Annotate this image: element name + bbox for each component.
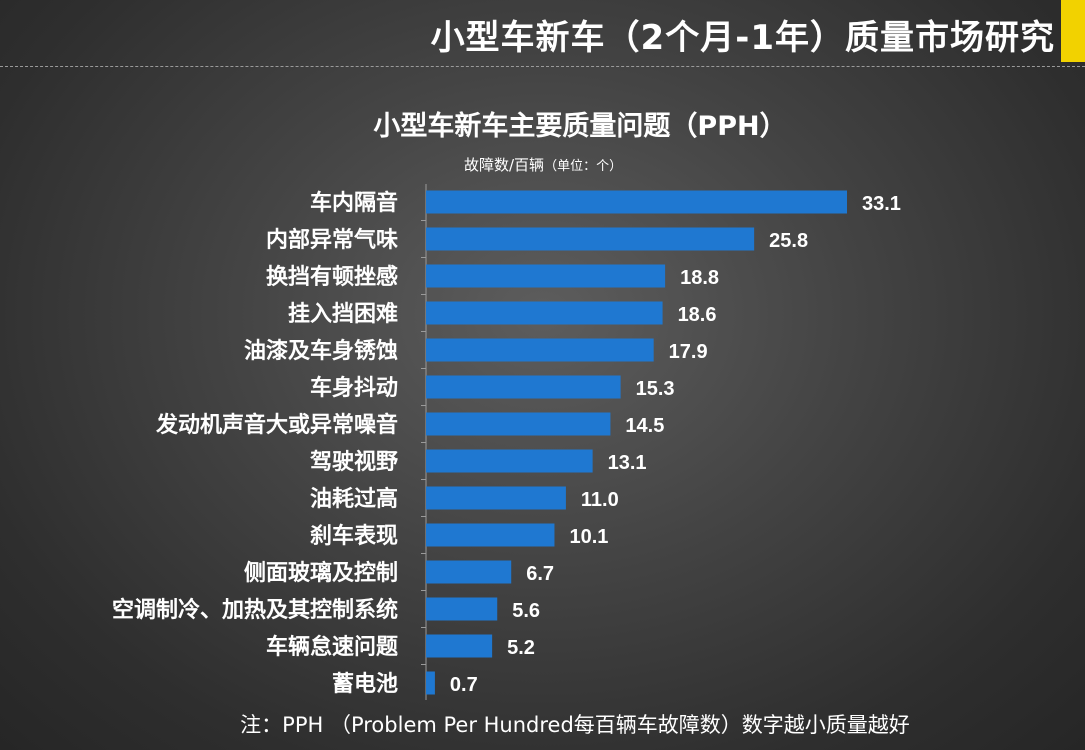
bar	[426, 449, 593, 473]
data-label: 5.6	[512, 600, 540, 622]
category-label: 车辆怠速问题	[266, 634, 399, 660]
category-label: 侧面玻璃及控制	[244, 560, 398, 586]
bar	[426, 412, 611, 436]
data-label: 15.3	[636, 378, 675, 400]
data-label: 6.7	[526, 563, 554, 585]
bar	[426, 523, 555, 547]
data-label: 33.1	[862, 193, 901, 215]
category-label: 油漆及车身锈蚀	[244, 338, 398, 364]
category-label: 挂入挡困难	[288, 301, 398, 327]
category-label: 刹车表现	[310, 523, 398, 549]
data-label: 5.2	[507, 637, 535, 659]
footnote: 注：PPH （Problem Per Hundred每百辆车故障数）数字越小质量…	[240, 713, 910, 737]
unit-label-note: （单位：个）	[544, 159, 623, 174]
category-label: 油耗过高	[310, 486, 398, 512]
category-label: 空调制冷、加热及其控制系统	[112, 597, 398, 623]
bar	[426, 560, 512, 584]
bar	[426, 338, 654, 362]
data-label: 0.7	[450, 674, 478, 696]
data-label: 18.8	[680, 267, 719, 289]
category-label: 内部异常气味	[266, 227, 398, 253]
bar	[426, 486, 566, 510]
category-label: 驾驶视野	[310, 449, 398, 475]
data-label: 10.1	[569, 526, 608, 548]
data-label: 25.8	[769, 230, 808, 252]
category-label: 车内隔音	[310, 190, 398, 216]
data-label: 14.5	[625, 415, 664, 437]
bar	[426, 190, 847, 214]
category-label: 换挡有顿挫感	[266, 264, 398, 290]
bar	[426, 597, 498, 621]
page-title: 小型车新车（2个月-1年）质量市场研究	[430, 18, 1055, 58]
data-label: 18.6	[678, 304, 717, 326]
bar	[426, 375, 621, 399]
bar	[426, 671, 435, 695]
bar	[426, 264, 666, 288]
bar	[426, 634, 493, 658]
category-label: 车身抖动	[310, 375, 398, 401]
unit-label-text: 故障数/百辆	[464, 156, 545, 174]
unit-label: 故障数/百辆（单位：个）	[464, 154, 622, 175]
data-label: 11.0	[581, 489, 619, 511]
bar	[426, 301, 663, 325]
title-divider	[0, 66, 1085, 67]
category-label: 发动机声音大或异常噪音	[155, 412, 398, 438]
bar	[426, 227, 755, 251]
bar-chart: 车内隔音 33.1 内部异常气味 25.8 换挡有顿挫感 18.8 挂入挡困难 18.6 油漆及…	[112, 184, 901, 700]
title-accent-bar	[1061, 0, 1085, 62]
data-label: 17.9	[669, 341, 708, 363]
chart-title: 小型车新车主要质量问题（PPH）	[373, 111, 787, 142]
category-label: 蓄电池	[332, 672, 398, 697]
data-label: 13.1	[608, 452, 647, 474]
bar-group: 车内隔音 33.1 内部异常气味 25.8 换挡有顿挫感 18.8 挂入挡困难 18.6 油漆及…	[112, 184, 901, 700]
